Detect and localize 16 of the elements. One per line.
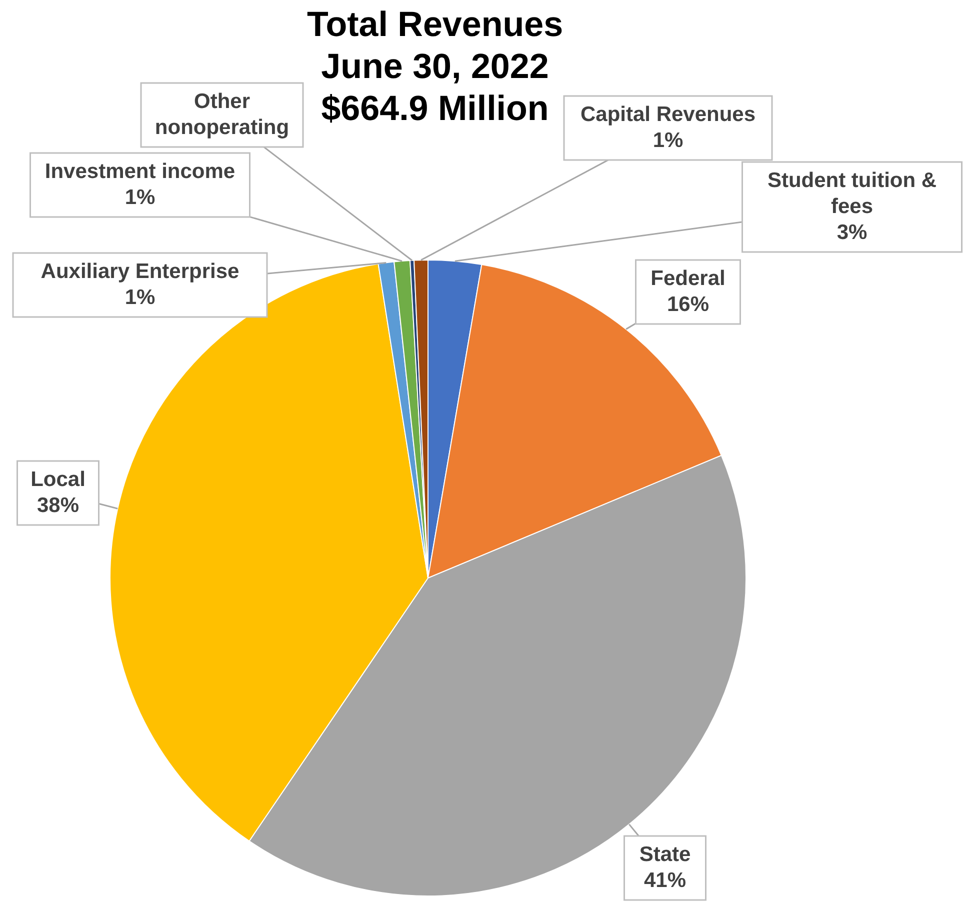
data-label: 38%	[36, 494, 80, 517]
slice-label: Auxiliary Enterprise	[40, 260, 240, 283]
slice-label: Student tuition & fees	[767, 169, 937, 218]
data-label: 1%	[652, 129, 684, 152]
slice-label: Local	[30, 468, 86, 491]
slice-label: Investment income	[44, 160, 236, 183]
data-label: 16%	[666, 293, 710, 316]
slice-label: State	[639, 843, 691, 866]
data-label: 1%	[124, 286, 156, 309]
data-label: 1%	[124, 186, 156, 209]
chart-title: Total Revenues June 30, 2022 $664.9 Million	[306, 5, 564, 128]
slice-label: Capital Revenues	[580, 103, 756, 126]
data-label: 41%	[644, 869, 686, 892]
data-label: 3%	[836, 221, 868, 244]
slice-label: Federal	[650, 267, 726, 290]
slice-label: Other nonoperating	[154, 90, 290, 139]
